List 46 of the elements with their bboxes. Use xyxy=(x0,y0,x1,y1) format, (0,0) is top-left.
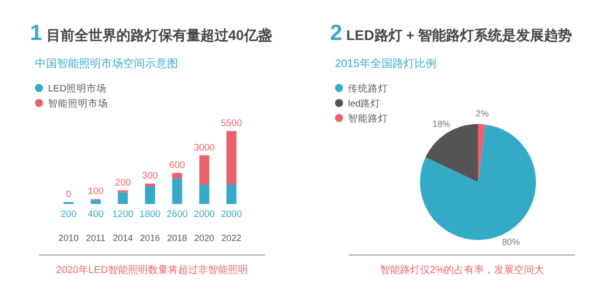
bar xyxy=(118,192,128,204)
x-tick-label: 2011 xyxy=(86,233,106,243)
x-tick-label: 2016 xyxy=(140,233,160,243)
data-label: 3000 xyxy=(194,142,215,154)
bar xyxy=(199,155,210,185)
legend-label: led路灯 xyxy=(348,98,381,110)
bar xyxy=(172,178,182,204)
text: 2020年LED智能照明数量将超过非智能照明 xyxy=(56,264,248,276)
legend-label: LED照明市场 xyxy=(48,82,106,94)
chart-subtitle: 2015年全国路灯比例 xyxy=(335,57,436,70)
data-label: 80% xyxy=(502,236,520,247)
x-tick-label: 2020 xyxy=(194,233,214,243)
data-label: 400 xyxy=(88,209,104,220)
chart-title: 1 目前全世界的路灯保有量超过40亿盏 xyxy=(30,20,272,45)
bar xyxy=(172,172,182,179)
bar xyxy=(90,200,101,204)
x-tick-label: 2022 xyxy=(221,233,242,243)
pie-slice xyxy=(478,124,486,182)
data-label: 2000 xyxy=(220,209,242,220)
data-label: 18% xyxy=(432,119,450,130)
data-label: 0 xyxy=(66,189,72,200)
bar xyxy=(226,131,236,185)
bar xyxy=(145,184,155,186)
data-label: 600 xyxy=(169,160,186,171)
data-label: 2% xyxy=(476,108,489,119)
legend-label: 传统路灯 xyxy=(348,82,388,94)
data-label: 1800 xyxy=(139,209,161,220)
bar xyxy=(145,186,155,204)
x-tick-label: 2010 xyxy=(58,233,79,243)
data-label: 2600 xyxy=(166,209,188,220)
data-label: 300 xyxy=(142,170,158,182)
data-label: 100 xyxy=(88,186,104,198)
bar xyxy=(226,184,236,204)
bar xyxy=(199,184,210,204)
data-label: 200 xyxy=(60,209,76,220)
x-tick-label: 2014 xyxy=(112,233,133,243)
chart-title: 2 LED路灯 + 智能路灯系统是发展趋势 xyxy=(330,20,572,45)
chart-subtitle: 中国智能照明市场空间示意图 xyxy=(35,57,178,70)
legend-label: 智能照明市场 xyxy=(48,98,108,110)
data-label: 200 xyxy=(114,177,131,188)
data-label: 2000 xyxy=(194,209,215,220)
data-label: 1200 xyxy=(112,209,134,220)
text: 智能路灯仅2%的占有率，发展空间大 xyxy=(380,264,544,276)
x-tick-label: 2018 xyxy=(167,233,188,243)
legend-label: 智能路灯 xyxy=(348,112,388,124)
data-label: 5500 xyxy=(220,118,242,129)
